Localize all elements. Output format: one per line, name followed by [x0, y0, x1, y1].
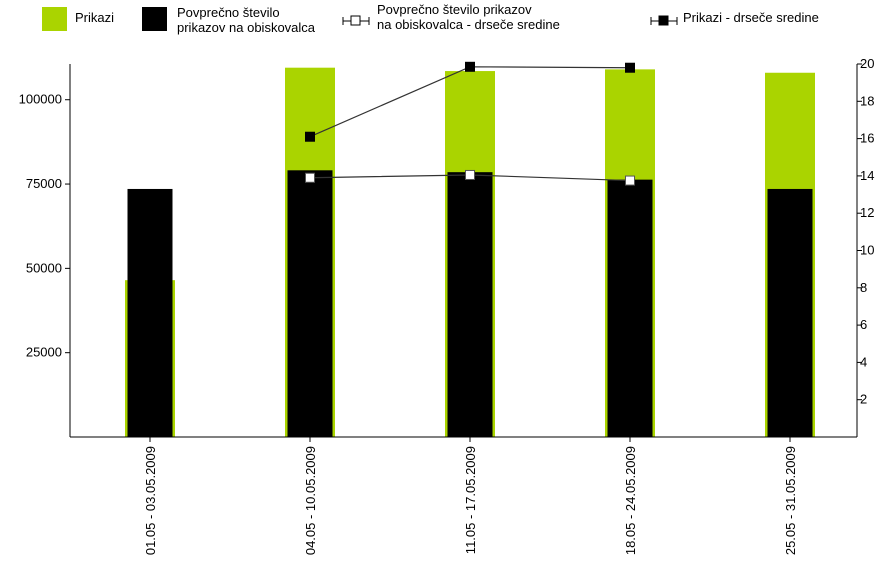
legend-label: Povprečno število prikazov — [377, 2, 532, 17]
y-right-tick-label: 2 — [860, 392, 867, 407]
y-left-tick-label: 75000 — [26, 176, 62, 191]
line-layer — [305, 61, 635, 186]
legend-label: prikazov na obiskovalca — [177, 20, 316, 35]
x-tick-label: 11.05 - 17.05.2009 — [463, 446, 478, 554]
marker-prikazi-drsece — [625, 62, 635, 73]
y-right-tick-label: 16 — [860, 131, 874, 146]
y-right-tick-label: 6 — [860, 317, 867, 332]
marker-prikazi-drsece — [305, 131, 315, 142]
marker-prikazi-drsece — [465, 61, 475, 72]
y-right-tick-label: 8 — [860, 280, 867, 295]
y-left-tick-label: 25000 — [26, 345, 62, 360]
legend-label: Prikazi - drseče sredine — [683, 10, 819, 25]
y-right-tick-label: 14 — [860, 168, 874, 183]
bar-povprecno — [767, 188, 813, 437]
x-tick-label: 18.05 - 24.05.2009 — [623, 446, 638, 555]
legend-swatch-prikazi — [42, 7, 67, 31]
legend-swatch-povprecno — [142, 7, 167, 31]
x-tick-label: 04.05 - 10.05.2009 — [303, 446, 318, 555]
y-left-tick-label: 50000 — [26, 260, 62, 275]
y-right-tick-label: 4 — [860, 354, 867, 369]
legend-marker-open — [350, 15, 361, 26]
legend-label: na obiskovalca - drseče sredine — [377, 17, 560, 32]
y-right-tick-label: 18 — [860, 93, 874, 108]
legend-label: Prikazi — [75, 10, 114, 25]
legend-label: Povprečno število — [177, 5, 280, 20]
y-right-tick-label: 12 — [860, 205, 874, 220]
bar-povprecno — [607, 179, 653, 437]
y-right-tick-label: 20 — [860, 56, 874, 71]
marker-povprecno-drsece — [465, 169, 475, 180]
y-right-tick-label: 10 — [860, 243, 874, 258]
marker-povprecno-drsece — [625, 175, 635, 186]
x-tick-label: 25.05 - 31.05.2009 — [783, 446, 798, 555]
bar-povprecno — [447, 172, 493, 438]
y-left-tick-label: 100000 — [19, 92, 62, 107]
marker-povprecno-drsece — [305, 172, 315, 183]
legend-marker-filled — [658, 15, 669, 26]
bar-povprecno — [287, 170, 333, 437]
bar-layer — [125, 67, 815, 438]
x-tick-label: 01.05 - 03.05.2009 — [143, 446, 158, 555]
axes: 25000 50000 75000 100000 2 4 6 8 10 12 14 16 18 20 01.… — [19, 56, 875, 555]
bar-povprecno — [127, 188, 173, 437]
